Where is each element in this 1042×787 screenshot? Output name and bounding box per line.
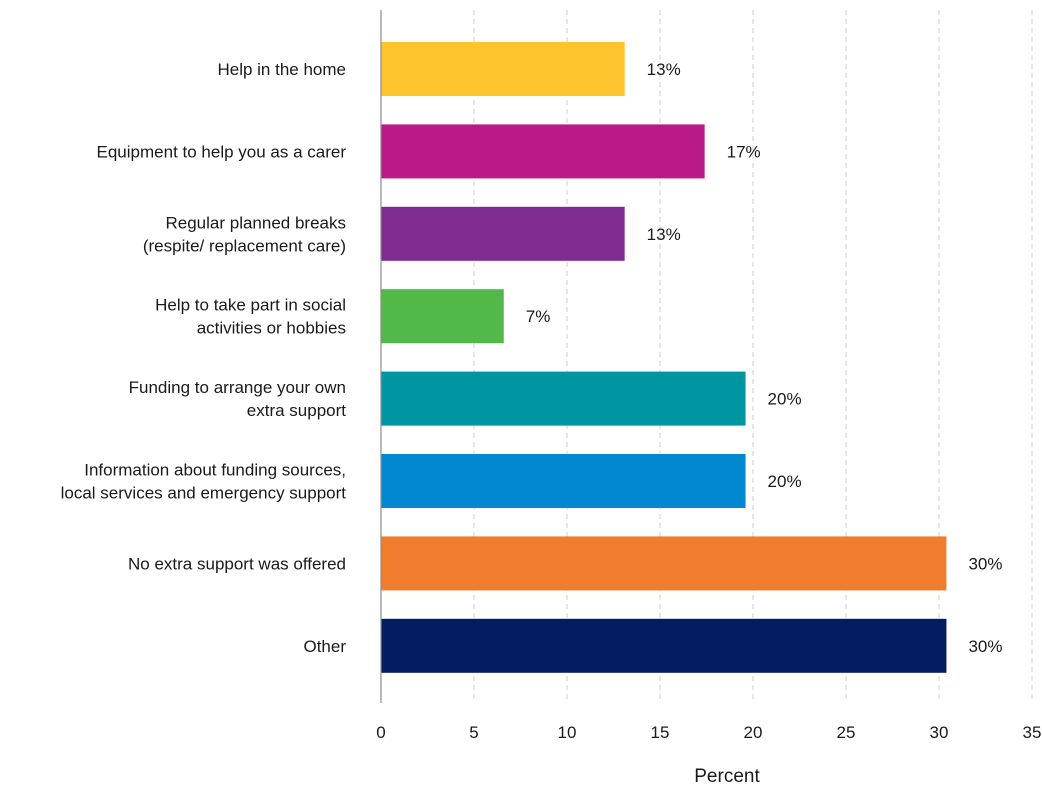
bars: [381, 42, 947, 673]
data-label: 7%: [526, 307, 551, 326]
category-label: Equipment to help you as a carer: [97, 142, 347, 161]
category-label: No extra support was offered: [128, 554, 346, 573]
category-label: Other: [303, 637, 346, 656]
bar: [381, 124, 705, 179]
bar: [381, 454, 746, 508]
x-tick-label: 30: [930, 723, 949, 742]
x-tick-labels: 0 5 10 15 20 25 30 35: [376, 723, 1041, 742]
bar: [381, 536, 947, 591]
x-tick-label: 10: [558, 723, 577, 742]
bar: [381, 371, 746, 426]
data-label: 13%: [647, 60, 681, 79]
category-label: Information about funding sources, local …: [61, 461, 347, 503]
category-label: Funding to arrange your own extra support: [129, 378, 347, 420]
data-label: 20%: [768, 390, 802, 409]
data-labels: 13% 17% 13% 7% 20% 20% 30% 30%: [526, 60, 1003, 656]
x-tick-label: 35: [1023, 723, 1042, 742]
data-label: 13%: [647, 225, 681, 244]
x-tick-label: 5: [469, 723, 478, 742]
x-tick-label: 0: [376, 723, 385, 742]
bar: [381, 42, 625, 96]
data-label: 17%: [727, 142, 761, 161]
bar: [381, 206, 625, 261]
category-label: Help to take part in social activities or…: [155, 296, 346, 338]
x-tick-label: 15: [651, 723, 670, 742]
data-label: 20%: [768, 472, 802, 491]
category-label: Help in the home: [217, 60, 346, 79]
x-axis-title: Percent: [694, 766, 760, 787]
category-label: Regular planned breaks (respite/ replacem…: [143, 213, 346, 255]
bar: [381, 289, 504, 344]
bar: [381, 618, 947, 673]
category-labels: Help in the home Equipment to help you as…: [61, 60, 347, 656]
x-tick-label: 20: [744, 723, 763, 742]
x-tick-label: 25: [837, 723, 856, 742]
data-label: 30%: [968, 554, 1002, 573]
data-label: 30%: [968, 637, 1002, 656]
grid-lines: [473, 10, 1033, 703]
